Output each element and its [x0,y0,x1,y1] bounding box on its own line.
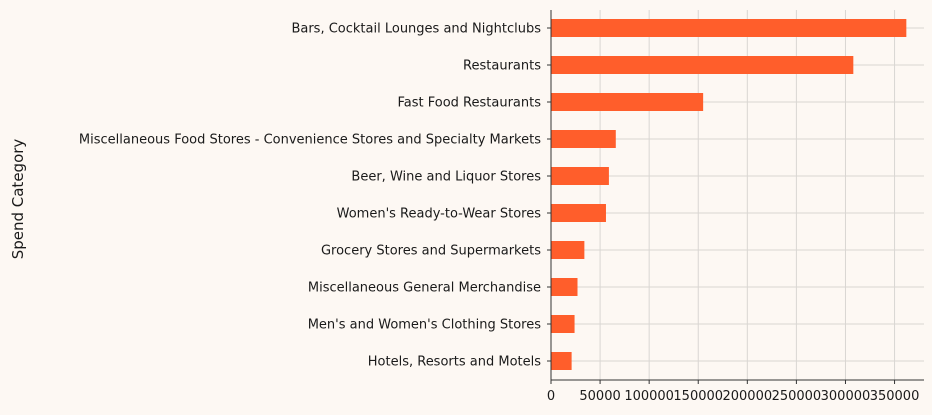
x-tick-label: 350000 [870,389,920,404]
category-label: Men's and Women's Clothing Stores [308,318,542,333]
category-label: Hotels, Resorts and Motels [368,355,541,370]
bar [551,19,907,37]
bar [551,204,606,222]
bar [551,278,578,296]
category-label: Bars, Cocktail Lounges and Nightclubs [291,22,541,37]
y-axis-title: Spend Category [9,139,27,260]
x-tick-label: 250000 [772,389,822,404]
x-tick-label: 150000 [673,389,723,404]
label-layer: Bars, Cocktail Lounges and Nightclubs Res… [79,22,919,405]
bar [551,93,704,111]
category-label: Beer, Wine and Liquor Stores [351,170,541,185]
category-label: Miscellaneous Food Stores - Convenience … [79,133,541,148]
x-tick-label: 300000 [821,389,871,404]
bar [551,315,575,333]
x-tick-label: 200000 [722,389,772,404]
x-tick-label: 100000 [624,389,674,404]
bar [551,130,616,148]
bar [551,167,609,185]
category-label: Fast Food Restaurants [397,96,541,111]
category-label: Miscellaneous General Merchandise [308,281,541,296]
bar-layer [551,19,907,370]
x-tick-label: 50000 [579,389,620,404]
x-tick-label: 0 [547,389,555,404]
bar [551,56,854,74]
category-label: Grocery Stores and Supermarkets [321,244,541,259]
bar [551,352,572,370]
category-label: Women's Ready-to-Wear Stores [337,207,542,222]
category-label: Restaurants [463,59,541,74]
bar [551,241,585,259]
axis-layer [547,10,924,384]
